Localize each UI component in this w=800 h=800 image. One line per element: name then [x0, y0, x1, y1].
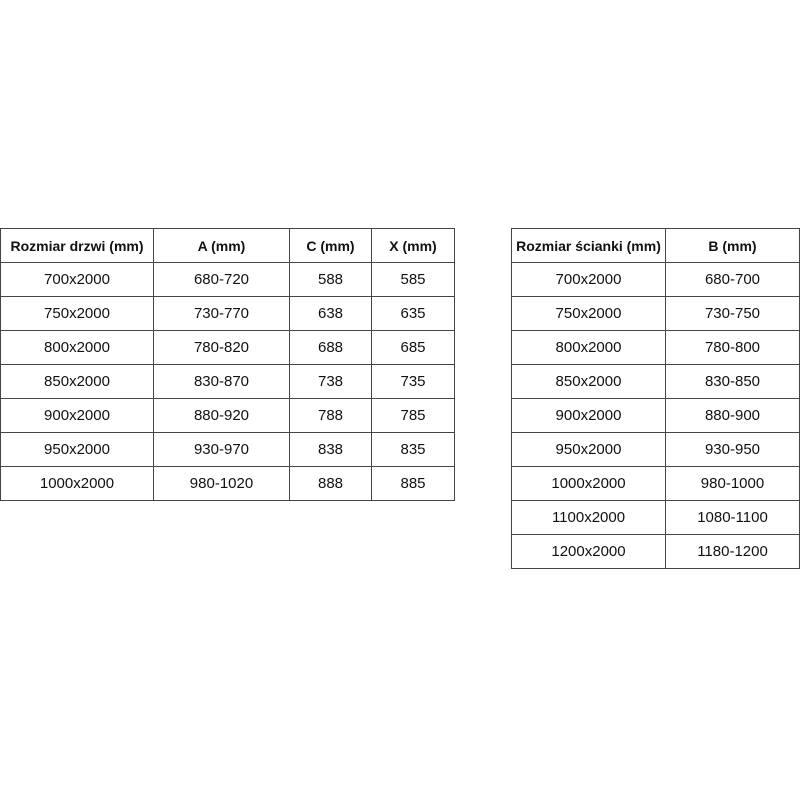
column-header: B (mm) — [665, 228, 800, 263]
table-cell: 588 — [289, 262, 372, 297]
door-size-table: Rozmiar drzwi (mm) A (mm) C (mm) X (mm) 700… — [0, 228, 455, 501]
table-cell: 980-1020 — [153, 466, 290, 501]
table-cell: 838 — [289, 432, 372, 467]
table-cell: 638 — [289, 296, 372, 331]
table-cell: 680-720 — [153, 262, 290, 297]
header-row: Rozmiar drzwi (mm) A (mm) C (mm) X (mm) — [0, 228, 455, 263]
wall-size-table: Rozmiar ścianki (mm) B (mm) 700x2000 680-7… — [511, 228, 800, 569]
table-cell: 800x2000 — [0, 330, 154, 365]
table-cell: 980-1000 — [665, 466, 800, 501]
table-cell: 1200x2000 — [511, 534, 666, 569]
table-cell: 880-900 — [665, 398, 800, 433]
column-header: Rozmiar ścianki (mm) — [511, 228, 666, 263]
table-row: 950x2000 930-970 838 835 — [0, 432, 455, 467]
table-row: 700x2000 680-700 — [511, 262, 800, 297]
table-row: 950x2000 930-950 — [511, 432, 800, 467]
table-cell: 585 — [371, 262, 455, 297]
table-row: 900x2000 880-900 — [511, 398, 800, 433]
table-cell: 780-800 — [665, 330, 800, 365]
table-row: 750x2000 730-750 — [511, 296, 800, 331]
table-cell: 730-750 — [665, 296, 800, 331]
table-cell: 788 — [289, 398, 372, 433]
column-header: Rozmiar drzwi (mm) — [0, 228, 154, 263]
column-header: A (mm) — [153, 228, 290, 263]
header-row: Rozmiar ścianki (mm) B (mm) — [511, 228, 800, 263]
table-cell: 700x2000 — [0, 262, 154, 297]
table-row: 800x2000 780-820 688 685 — [0, 330, 455, 365]
table-cell: 680-700 — [665, 262, 800, 297]
table-cell: 738 — [289, 364, 372, 399]
table-cell: 950x2000 — [0, 432, 154, 467]
table-cell: 635 — [371, 296, 455, 331]
table-cell: 688 — [289, 330, 372, 365]
table-cell: 685 — [371, 330, 455, 365]
table-row: 700x2000 680-720 588 585 — [0, 262, 455, 297]
column-header: X (mm) — [371, 228, 455, 263]
table-cell: 1000x2000 — [511, 466, 666, 501]
table-cell: 730-770 — [153, 296, 290, 331]
table-cell: 1000x2000 — [0, 466, 154, 501]
table-cell: 700x2000 — [511, 262, 666, 297]
table-cell: 830-870 — [153, 364, 290, 399]
table-cell: 800x2000 — [511, 330, 666, 365]
table-cell: 900x2000 — [511, 398, 666, 433]
table-row: 800x2000 780-800 — [511, 330, 800, 365]
table-cell: 888 — [289, 466, 372, 501]
table-row: 1200x2000 1180-1200 — [511, 534, 800, 569]
table-cell: 1180-1200 — [665, 534, 800, 569]
table-cell: 850x2000 — [511, 364, 666, 399]
table-cell: 930-950 — [665, 432, 800, 467]
table-row: 750x2000 730-770 638 635 — [0, 296, 455, 331]
table-row: 1000x2000 980-1000 — [511, 466, 800, 501]
table-cell: 780-820 — [153, 330, 290, 365]
table-cell: 785 — [371, 398, 455, 433]
table-cell: 735 — [371, 364, 455, 399]
table-cell: 830-850 — [665, 364, 800, 399]
table-cell: 750x2000 — [511, 296, 666, 331]
table-cell: 930-970 — [153, 432, 290, 467]
table-row: 850x2000 830-850 — [511, 364, 800, 399]
table-cell: 950x2000 — [511, 432, 666, 467]
table-cell: 1080-1100 — [665, 500, 800, 535]
table-row: 1100x2000 1080-1100 — [511, 500, 800, 535]
table-cell: 835 — [371, 432, 455, 467]
column-header: C (mm) — [289, 228, 372, 263]
table-row: 1000x2000 980-1020 888 885 — [0, 466, 455, 501]
table-cell: 850x2000 — [0, 364, 154, 399]
table-cell: 1100x2000 — [511, 500, 666, 535]
table-row: 900x2000 880-920 788 785 — [0, 398, 455, 433]
table-cell: 880-920 — [153, 398, 290, 433]
table-cell: 750x2000 — [0, 296, 154, 331]
table-row: 850x2000 830-870 738 735 — [0, 364, 455, 399]
table-cell: 885 — [371, 466, 455, 501]
table-cell: 900x2000 — [0, 398, 154, 433]
